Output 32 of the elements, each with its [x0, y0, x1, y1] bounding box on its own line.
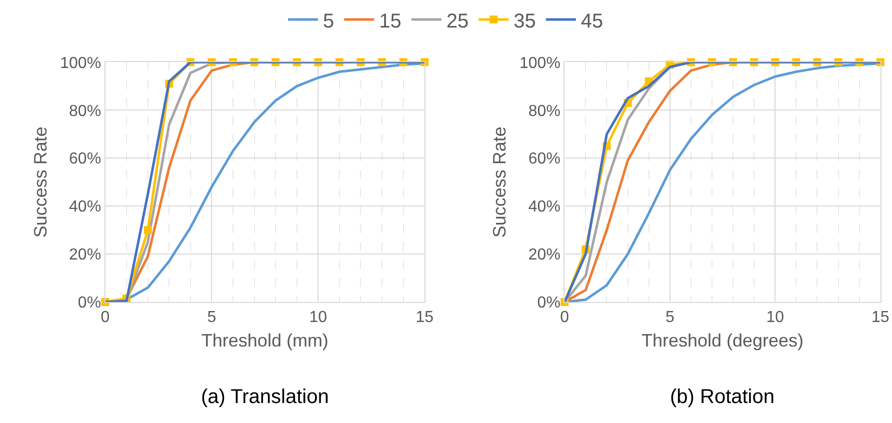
legend-label: 15 [379, 10, 402, 32]
x-tick-label: 5 [207, 309, 216, 326]
y-tick-label: 60% [528, 150, 560, 168]
y-axis-title: Success Rate [30, 126, 50, 238]
text: (b) Rotation [670, 386, 774, 408]
x-tick-label: 0 [100, 309, 110, 326]
x-tick-label: 0 [560, 309, 570, 326]
text: (a) Translation [201, 386, 329, 408]
y-tick-label: 100% [520, 54, 560, 72]
y-tick-label: 20% [69, 246, 102, 264]
x-tick-label: 15 [416, 309, 434, 326]
legend-label: 35 [514, 10, 536, 32]
legend-label: 25 [446, 10, 469, 32]
x-tick-label: 10 [309, 309, 328, 326]
y-tick-label: 40% [528, 198, 560, 216]
y-tick-label: 60% [69, 150, 102, 168]
y-axis-title: Success Rate [490, 126, 510, 238]
y-tick-label: 0% [78, 294, 102, 312]
x-tick-label: 5 [665, 309, 674, 326]
y-tick-label: 0% [537, 294, 560, 312]
y-tick-label: 20% [528, 246, 560, 264]
x-tick-label: 10 [766, 309, 784, 326]
x-axis-title: Threshold (degrees) [641, 330, 804, 350]
legend-label: 45 [580, 10, 604, 32]
y-tick-label: 40% [69, 198, 102, 216]
x-axis-title: Threshold (mm) [201, 330, 328, 350]
y-tick-label: 80% [69, 102, 102, 120]
point [144, 226, 152, 234]
x-tick-label: 15 [872, 309, 890, 326]
y-tick-label: 100% [60, 54, 102, 72]
legend-label: 5 [323, 10, 334, 32]
y-tick-label: 80% [528, 102, 560, 120]
